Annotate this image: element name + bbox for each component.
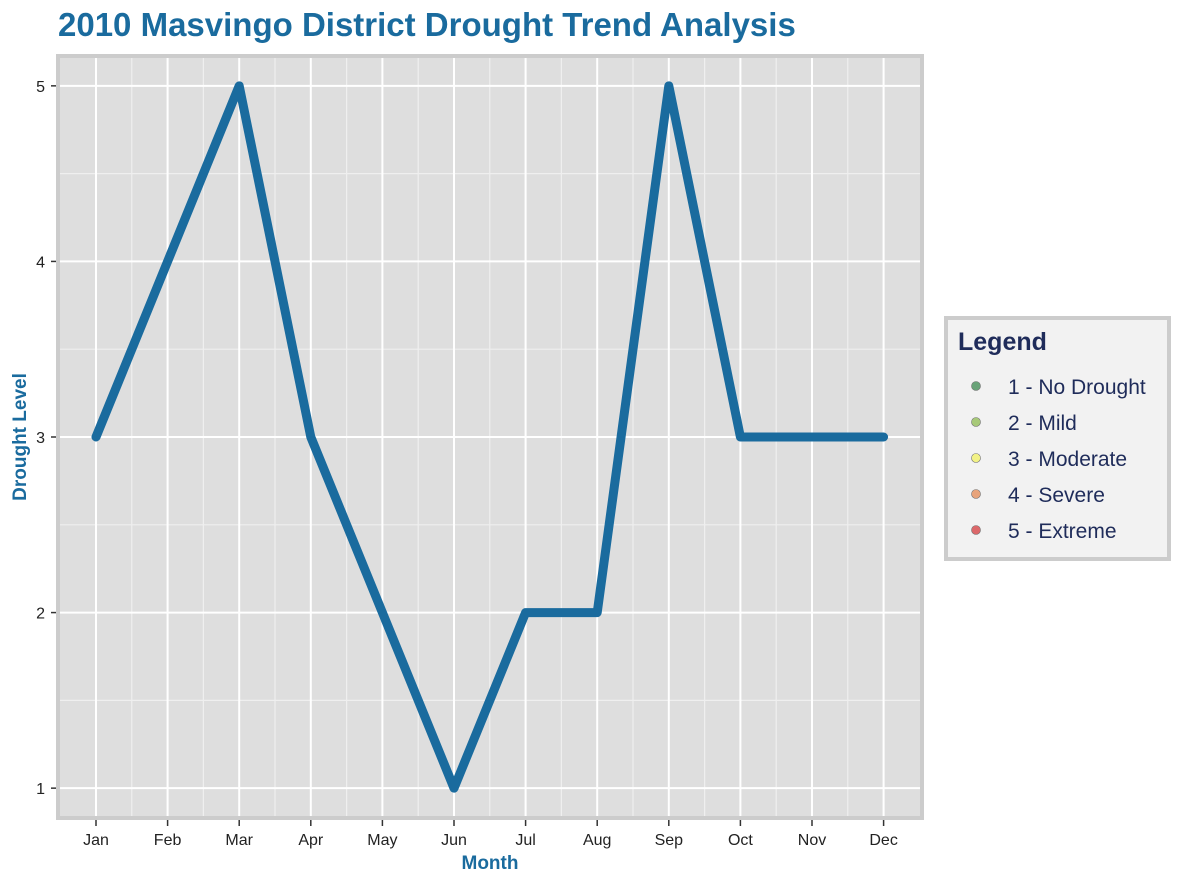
y-tick-label: 1 bbox=[36, 781, 45, 798]
y-tick-label: 3 bbox=[36, 430, 45, 447]
legend-label: 5 - Extreme bbox=[1008, 520, 1117, 543]
legend-label: 1 - No Drought bbox=[1008, 376, 1146, 399]
axis-ticks: Jan Feb Mar Apr May Jun Jul Aug Sep Oct Nov Dec 1 2 3 4… bbox=[36, 79, 898, 849]
legend: Legend 1 - No Drought 2 - Mild 3 - Moderat… bbox=[944, 316, 1171, 561]
y-tick-label: 5 bbox=[36, 79, 45, 96]
legend-label: 4 - Severe bbox=[1008, 484, 1105, 507]
legend-title: Legend bbox=[958, 328, 1047, 356]
y-tick-label: 2 bbox=[36, 606, 45, 623]
chart-title: 2010 Masvingo District Drought Trend Ana… bbox=[58, 6, 796, 43]
legend-items: 1 - No Drought 2 - Mild 3 - Moderate 4 - Se… bbox=[971, 376, 1146, 543]
legend-swatch bbox=[971, 525, 981, 535]
y-tick-label: 4 bbox=[36, 254, 45, 271]
x-tick-label: Apr bbox=[298, 832, 324, 849]
series-line bbox=[91, 81, 889, 793]
x-tick-label: Nov bbox=[798, 832, 826, 849]
legend-swatch bbox=[971, 417, 981, 427]
x-tick-label: Feb bbox=[154, 832, 182, 849]
x-axis-title: Month bbox=[462, 853, 519, 874]
legend-swatch bbox=[971, 489, 981, 499]
x-tick-label: Jan bbox=[83, 832, 109, 849]
legend-background bbox=[944, 316, 1171, 561]
x-tick-label: Oct bbox=[728, 832, 753, 849]
x-tick-label: Jun bbox=[441, 832, 467, 849]
x-tick-label: Dec bbox=[869, 832, 897, 849]
legend-label: 2 - Mild bbox=[1008, 412, 1077, 435]
series-layer bbox=[91, 81, 889, 793]
legend-label: 3 - Moderate bbox=[1008, 448, 1127, 471]
x-tick-label: Aug bbox=[583, 832, 611, 849]
x-tick-label: Sep bbox=[655, 832, 684, 849]
x-tick-label: Mar bbox=[225, 832, 253, 849]
x-tick-label: Jul bbox=[515, 832, 535, 849]
y-axis-title: Drought Level bbox=[10, 373, 31, 501]
legend-swatch bbox=[971, 381, 981, 391]
legend-swatch bbox=[971, 453, 981, 463]
x-tick-label: May bbox=[367, 832, 397, 849]
